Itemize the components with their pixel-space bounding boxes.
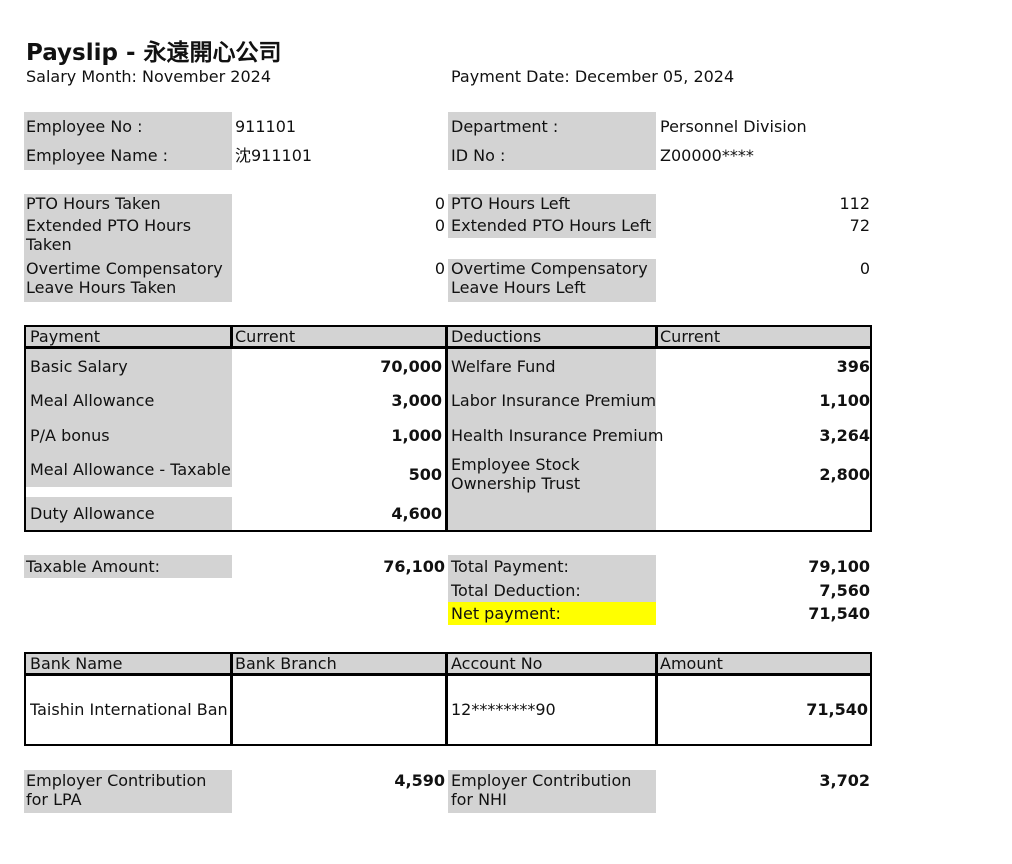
payment-item-value: 70,000 [380,357,442,376]
page-title: Payslip - 永遠開心公司 [26,40,282,66]
department-value: Personnel Division [660,117,807,136]
pto-taken-value: 0 [434,194,445,213]
leave-right-bg-2 [448,259,656,302]
bank-name-value: Taishin International Bank [30,700,228,719]
header-deductions: Deductions [451,327,542,346]
employee-name-value: 沈911101 [235,146,313,165]
header-current-deductions: Current [660,327,721,346]
id-no-label: ID No : [451,146,506,165]
deduction-item-value: 1,100 [819,391,870,410]
extended-pto-left-label: Extended PTO Hours Left [451,216,652,235]
total-payment-label: Total Payment: [451,557,569,576]
employee-no-value: 911101 [235,117,297,136]
net-payment-value: 71,540 [808,604,870,623]
bank-table-divider-3 [655,652,658,746]
overtime-leave-taken-value: 0 [434,259,445,278]
taxable-label-bg [24,555,232,578]
extended-pto-taken-value: 0 [434,216,445,235]
bank-table-border [24,652,872,746]
deduction-item-label: Health Insurance Premium [451,426,664,445]
deduction-item-label: Labor Insurance Premium [451,391,657,410]
payment-item-value: 4,600 [391,504,442,523]
payment-item-label: P/A bonus [30,426,110,445]
employer-lpa-label: Employer Contribution for LPA [26,771,207,809]
header-amount: Amount [660,654,723,673]
payment-item-value: 1,000 [391,426,442,445]
deduction-item-label: Welfare Fund [451,357,556,376]
employer-nhi-label: Employer Contribution for NHI [451,771,632,809]
total-deduction-value: 7,560 [819,581,870,600]
employee-no-label: Employee No : [26,117,143,136]
header-bank-name: Bank Name [30,654,123,673]
header-bank-branch: Bank Branch [235,654,337,673]
bank-table-header-bg [24,652,872,674]
employee-name-label: Employee Name : [26,146,169,165]
pto-left-label: PTO Hours Left [451,194,571,213]
employer-nhi-value: 3,702 [819,771,870,790]
header-payment: Payment [30,327,101,346]
bank-table-divider-2 [445,652,448,746]
deduction-label-column-bg [448,347,656,531]
pto-taken-label: PTO Hours Taken [26,194,161,213]
deduction-item-value: 2,800 [819,465,870,484]
dept-label-bg [448,112,656,170]
leave-right-bg-1 [448,194,656,238]
leave-left-bg [24,194,232,302]
taxable-amount-label: Taxable Amount: [26,557,160,576]
payment-table-header-bg [24,325,872,347]
duty-label-bg [24,497,232,531]
department-label: Department : [451,117,559,136]
account-no-value: 12********90 [451,700,556,719]
header-current-payment: Current [235,327,296,346]
taxable-amount-value: 76,100 [383,557,445,576]
bank-table-header-rule [24,673,872,676]
bank-table-divider-1 [230,652,233,746]
deduction-item-value: 396 [836,357,870,376]
payment-date: Payment Date: December 05, 2024 [451,67,735,86]
nhi-label-bg [448,770,656,813]
payment-item-value: 3,000 [391,391,442,410]
payment-item-value: 500 [408,465,442,484]
deduction-item-label: Employee Stock Ownership Trust [451,455,581,493]
payment-item-label: Duty Allowance [30,504,155,523]
id-no-value: Z00000**** [660,146,754,165]
payment-table-header-rule [24,346,872,349]
overtime-leave-left-value: 0 [859,259,870,278]
extended-pto-taken-label: Extended PTO Hours Taken [26,216,192,254]
total-deduction-label: Total Deduction: [451,581,581,600]
net-payment-label: Net payment: [451,604,561,623]
overtime-leave-left-label: Overtime Compensatory Leave Hours Left [451,259,648,297]
payment-table-border [24,325,872,532]
payment-label-column-bg [24,347,232,487]
header-account-no: Account No [451,654,543,673]
payment-item-label: Basic Salary [30,357,128,376]
payment-table-divider-1 [230,325,233,347]
extended-pto-left-value: 72 [849,216,870,235]
payment-table [24,325,872,531]
salary-month: Salary Month: November 2024 [26,67,272,86]
overtime-leave-taken-label: Overtime Compensatory Leave Hours Taken [26,259,223,297]
totals-label-bg [448,555,656,602]
net-payment-highlight [448,602,656,625]
lpa-label-bg [24,770,232,813]
pto-left-value: 112 [839,194,870,213]
payment-table-divider-2 [445,325,448,532]
payment-item-label: Meal Allowance [30,391,155,410]
payment-table-divider-3 [655,325,658,347]
payment-item-label: Meal Allowance - Taxable [30,460,231,479]
total-payment-value: 79,100 [808,557,870,576]
bank-amount-value: 71,540 [806,700,868,719]
employee-label-bg [24,112,232,170]
employer-lpa-value: 4,590 [394,771,445,790]
deduction-item-value: 3,264 [819,426,870,445]
